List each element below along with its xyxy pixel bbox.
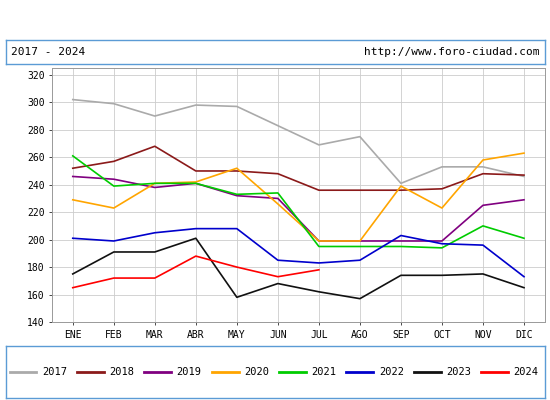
- Text: 2022: 2022: [379, 367, 404, 377]
- Text: 2017: 2017: [42, 367, 67, 377]
- Text: Evolucion del paro registrado en A Rúa: Evolucion del paro registrado en A Rúa: [126, 11, 424, 27]
- Text: http://www.foro-ciudad.com: http://www.foro-ciudad.com: [364, 47, 539, 57]
- Text: 2017 - 2024: 2017 - 2024: [11, 47, 85, 57]
- Text: 2020: 2020: [244, 367, 269, 377]
- Text: 2024: 2024: [514, 367, 538, 377]
- Text: 2023: 2023: [446, 367, 471, 377]
- Text: 2019: 2019: [177, 367, 202, 377]
- Text: 2021: 2021: [311, 367, 337, 377]
- Text: 2018: 2018: [109, 367, 134, 377]
